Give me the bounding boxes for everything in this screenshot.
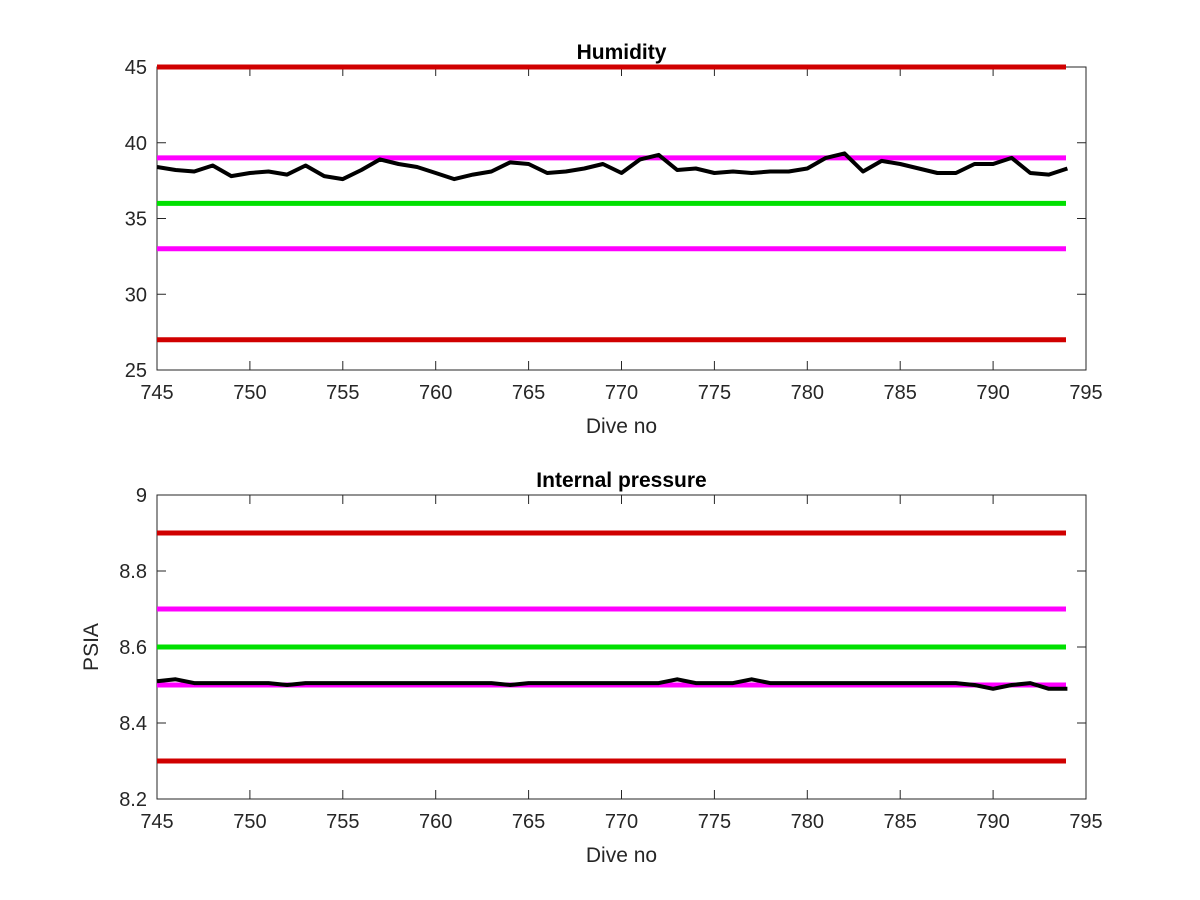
y-tick-label: 35 — [125, 209, 147, 231]
x-tick-label: 750 — [233, 382, 266, 404]
x-tick-label: 780 — [791, 382, 824, 404]
y-tick-label: 30 — [125, 284, 147, 306]
x-axis-label: Dive no — [586, 415, 657, 438]
y-tick-label: 45 — [125, 57, 147, 79]
x-tick-label: 765 — [512, 811, 545, 833]
x-tick-label: 755 — [326, 811, 359, 833]
x-tick-label: 745 — [140, 382, 173, 404]
x-tick-label: 770 — [605, 382, 638, 404]
x-tick-label: 760 — [419, 811, 452, 833]
x-tick-label: 775 — [698, 382, 731, 404]
chart-title: Humidity — [577, 41, 667, 64]
x-tick-label: 790 — [976, 382, 1009, 404]
series-line — [156, 677, 1068, 691]
y-tick-label: 40 — [125, 133, 147, 155]
series-line — [156, 151, 1069, 182]
humidity-chart: 745 750 755 760 765 770 775 780 785 790 795 25 30 35 4… — [125, 41, 1103, 438]
x-tick-label: 750 — [233, 811, 266, 833]
x-tick-label: 745 — [140, 811, 173, 833]
x-tick-label: 755 — [326, 382, 359, 404]
x-tick-label: 775 — [698, 811, 731, 833]
internal-pressure-chart: 745 750 755 760 765 770 775 780 785 790 795 8.2 8.4 8… — [80, 469, 1103, 867]
y-tick-label: 8.2 — [119, 789, 147, 811]
x-tick-label: 770 — [605, 811, 638, 833]
x-tick-label: 785 — [884, 811, 917, 833]
chart-title: Internal pressure — [536, 469, 706, 492]
y-tick-label: 8.6 — [119, 637, 147, 659]
y-tick-label: 8.8 — [119, 561, 147, 583]
x-tick-label: 795 — [1069, 382, 1102, 404]
x-tick-label: 765 — [512, 382, 545, 404]
x-tick-label: 780 — [791, 811, 824, 833]
x-tick-label: 785 — [884, 382, 917, 404]
y-tick-label: 25 — [125, 360, 147, 382]
x-axis-label: Dive no — [586, 844, 657, 867]
x-tick-label: 760 — [419, 382, 452, 404]
axes-box — [156, 66, 1087, 371]
y-axis-label: PSIA — [80, 623, 103, 671]
y-tick-label: 8.4 — [119, 713, 147, 735]
x-tick-label: 790 — [976, 811, 1009, 833]
y-tick-label: 9 — [136, 485, 147, 507]
x-tick-label: 795 — [1069, 811, 1102, 833]
